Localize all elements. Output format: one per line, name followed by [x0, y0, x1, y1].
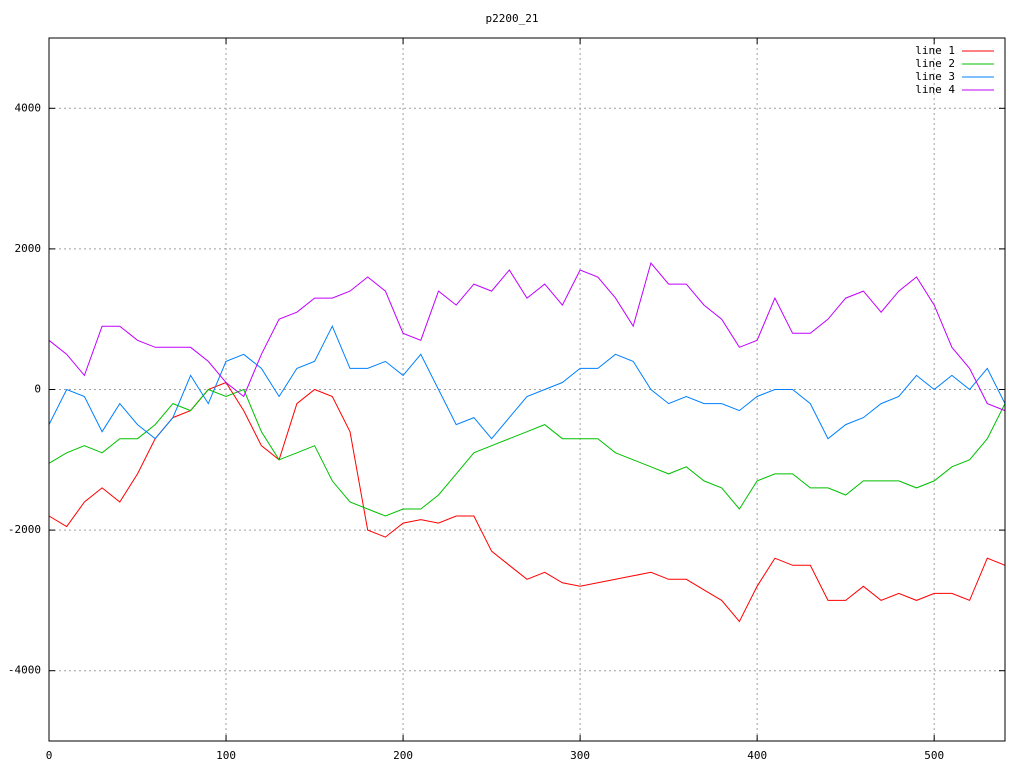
plot-border: [48, 37, 1006, 742]
y-tick-label: 2000: [15, 242, 42, 255]
x-tick-label: 0: [46, 749, 53, 762]
y-tick-label: 0: [34, 383, 41, 396]
chart-title: p2200_21: [486, 12, 539, 25]
x-tick-label: 500: [924, 749, 944, 762]
series-line: [48, 388, 1006, 517]
x-tick-label: 100: [216, 749, 236, 762]
x-tick-label: 300: [570, 749, 590, 762]
legend-label: line 3: [915, 70, 955, 83]
legend-label: line 1: [915, 44, 955, 57]
legend-label: line 2: [915, 57, 955, 70]
x-tick-label: 400: [747, 749, 767, 762]
legend-label: line 4: [915, 83, 955, 96]
x-tick-label: 200: [393, 749, 413, 762]
series-line: [48, 261, 1006, 412]
y-tick-label: 4000: [15, 101, 42, 114]
y-tick-label: -2000: [8, 523, 41, 536]
series-line: [48, 325, 1006, 440]
y-tick-label: -4000: [8, 664, 41, 677]
